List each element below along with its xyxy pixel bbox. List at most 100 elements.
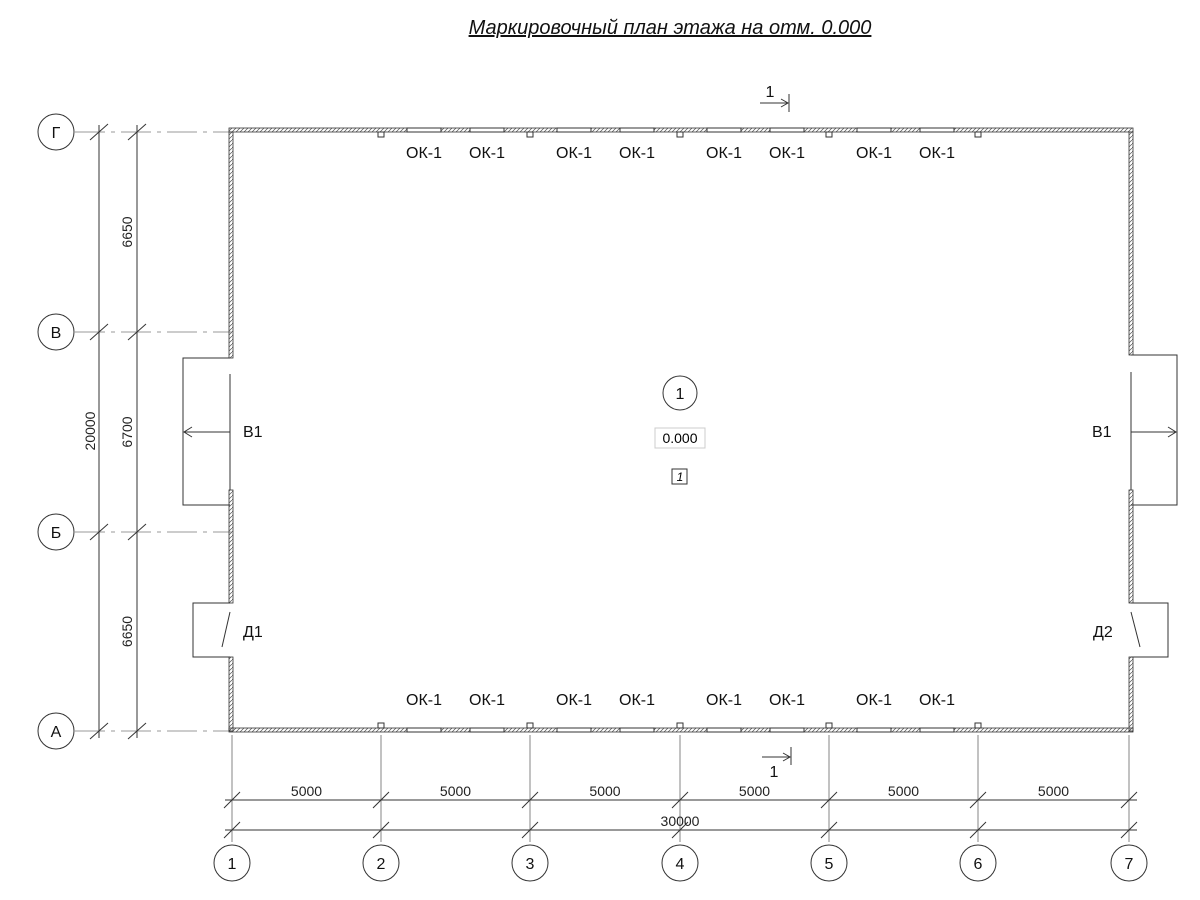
- col-total-dim: 30000: [661, 813, 700, 829]
- window-label-top: ОК-1: [919, 145, 955, 162]
- window-opening: [619, 127, 655, 133]
- svg-text:1: 1: [766, 84, 775, 101]
- axis-label: А: [51, 724, 62, 741]
- window-label-bottom: ОК-1: [919, 692, 955, 709]
- svg-text:В1: В1: [243, 424, 263, 441]
- window-label-top: ОК-1: [406, 145, 442, 162]
- axis-bubble: [37, 712, 75, 750]
- col-dim: 5000: [739, 783, 770, 799]
- column: [676, 131, 684, 138]
- door-right: Д2: [1093, 602, 1169, 658]
- axis-bubble: [37, 313, 75, 351]
- room-elevation: 0.000: [662, 430, 697, 446]
- window-label-bottom: ОК-1: [856, 692, 892, 709]
- column: [377, 131, 385, 138]
- axis-bubble: [362, 844, 400, 882]
- window-opening: [556, 127, 592, 133]
- svg-text:В1: В1: [1092, 424, 1112, 441]
- col-dim: 5000: [1038, 783, 1069, 799]
- window-opening: [919, 727, 955, 733]
- axis-label: 2: [377, 856, 386, 873]
- door-left: Д1: [192, 602, 263, 658]
- column: [825, 722, 833, 729]
- axis-bubble: [511, 844, 549, 882]
- row-axis-3: А: [37, 712, 232, 750]
- col-axis-6: 7: [1110, 735, 1148, 882]
- row-axis-1: В: [37, 313, 232, 351]
- drawing-title: Маркировочный план этажа на отм. 0.000: [469, 17, 872, 39]
- axis-label: 3: [526, 856, 535, 873]
- section-mark-top: 1: [760, 84, 790, 112]
- axis-bubble: [810, 844, 848, 882]
- axis-label: 7: [1125, 856, 1134, 873]
- axis-bubble: [37, 513, 75, 551]
- window-opening: [856, 727, 892, 733]
- window-label-top: ОК-1: [556, 145, 592, 162]
- row-total-dim: 20000: [82, 411, 98, 450]
- room-marker: 1 0.000 1: [654, 375, 706, 485]
- column: [974, 131, 982, 138]
- axis-bubble: [1110, 844, 1148, 882]
- window-opening: [619, 727, 655, 733]
- col-dim: 5000: [291, 783, 322, 799]
- window-label-top: ОК-1: [856, 145, 892, 162]
- window-label-top: ОК-1: [469, 145, 505, 162]
- gate-right: В1: [1092, 354, 1178, 506]
- window-label-top: ОК-1: [619, 145, 655, 162]
- svg-text:Д2: Д2: [1093, 624, 1113, 641]
- axis-label: 1: [228, 856, 237, 873]
- col-axis-2: 3: [511, 735, 549, 882]
- window-opening: [706, 727, 742, 733]
- svg-text:1: 1: [770, 764, 779, 781]
- window-opening: [469, 127, 505, 133]
- axis-bubble: [213, 844, 251, 882]
- column: [526, 722, 534, 729]
- col-axis-1: 2: [362, 735, 400, 882]
- section-mark-bottom: 1: [762, 747, 792, 781]
- col-axis-3: 4: [661, 735, 699, 882]
- col-dim: 5000: [440, 783, 471, 799]
- window-opening: [919, 127, 955, 133]
- axis-label: В: [51, 325, 62, 342]
- building-walls: [228, 127, 1134, 733]
- window-opening: [769, 727, 805, 733]
- column: [974, 722, 982, 729]
- window-label-bottom: ОК-1: [769, 692, 805, 709]
- axis-label: 5: [825, 856, 834, 873]
- axis-label: 6: [974, 856, 983, 873]
- window-opening: [469, 727, 505, 733]
- column: [676, 722, 684, 729]
- window-opening: [706, 127, 742, 133]
- axis-label: Г: [52, 125, 61, 142]
- col-axis-5: 6: [959, 735, 997, 882]
- col-axis-4: 5: [810, 735, 848, 882]
- axis-label: Б: [51, 525, 62, 542]
- window-opening: [856, 127, 892, 133]
- room-type-tag: 1: [677, 470, 684, 484]
- window-opening: [556, 727, 592, 733]
- window-label-bottom: ОК-1: [706, 692, 742, 709]
- room-number: 1: [676, 386, 685, 403]
- axis-bubble: [37, 113, 75, 151]
- column: [825, 131, 833, 138]
- window-label-top: ОК-1: [769, 145, 805, 162]
- window-label-bottom: ОК-1: [619, 692, 655, 709]
- window-opening: [406, 127, 442, 133]
- gate-left: В1: [182, 357, 263, 506]
- col-dim: 5000: [589, 783, 620, 799]
- row-axis-2: Б: [37, 513, 232, 551]
- row-axis-0: Г: [37, 113, 232, 151]
- window-label-bottom: ОК-1: [556, 692, 592, 709]
- window-label-bottom: ОК-1: [406, 692, 442, 709]
- window-label-bottom: ОК-1: [469, 692, 505, 709]
- svg-text:Д1: Д1: [243, 624, 263, 641]
- row-dim: 6650: [119, 216, 135, 247]
- axis-label: 4: [676, 856, 685, 873]
- column: [526, 131, 534, 138]
- axis-bubble: [959, 844, 997, 882]
- col-axis-0: 1: [213, 735, 251, 882]
- col-dim: 5000: [888, 783, 919, 799]
- axis-bubble: [661, 844, 699, 882]
- row-dim: 6700: [119, 416, 135, 447]
